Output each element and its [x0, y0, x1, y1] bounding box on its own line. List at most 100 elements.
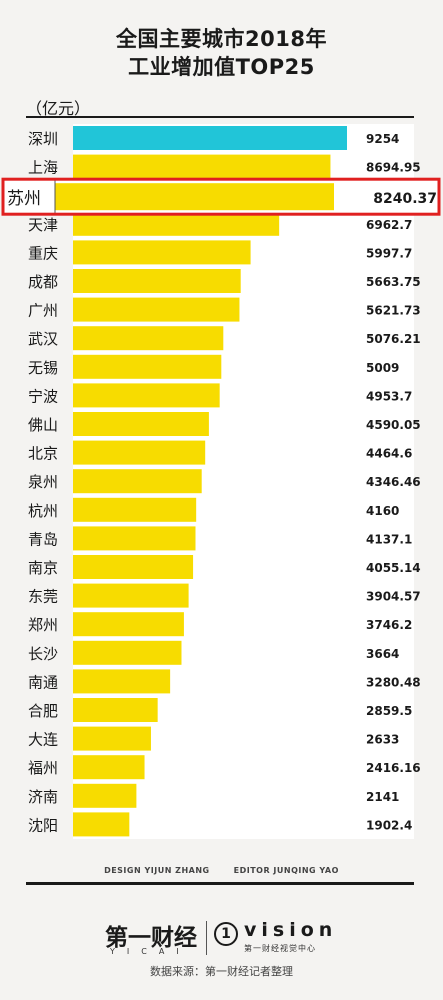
bar: [73, 240, 251, 265]
bar: [73, 154, 331, 179]
bar: [73, 669, 171, 694]
bottom-rule: [26, 882, 414, 885]
value-label: 3280.48: [366, 675, 421, 689]
value-box: [360, 240, 414, 265]
chart-title-line1: 全国主要城市2018年: [116, 27, 327, 51]
category-label: 武汉: [28, 330, 58, 348]
yicai-logo: 第一财经: [105, 925, 197, 951]
category-label: 沈阳: [28, 816, 58, 834]
value-box: [360, 783, 414, 808]
category-label: 无锡: [28, 359, 58, 377]
value-label: 3664: [366, 647, 399, 661]
value-label: 3904.57: [366, 590, 421, 604]
credits: DESIGN YIJUN ZHANG EDITOR JUNQING YAO: [0, 866, 443, 875]
bar: [73, 526, 196, 551]
category-label: 成都: [28, 273, 58, 291]
category-label: 杭州: [28, 502, 58, 520]
value-label: 4590.05: [366, 418, 421, 432]
bar: [73, 698, 158, 722]
value-box: [360, 126, 414, 150]
value-box: [360, 669, 414, 694]
vision-logo-icon: 1: [214, 922, 238, 946]
value-label: 4160: [366, 504, 399, 518]
value-label: 4055.14: [366, 561, 421, 575]
category-label: 合肥: [28, 702, 58, 720]
category-label: 南通: [28, 673, 58, 691]
value-label: 8694.95: [366, 161, 421, 175]
value-label: 5621.73: [366, 304, 421, 318]
bar: [73, 297, 240, 322]
callout-value-label: 8240.37: [373, 191, 437, 207]
category-label: 上海: [28, 159, 58, 177]
value-box: [360, 612, 414, 637]
category-label: 济南: [28, 788, 58, 806]
category-label: 重庆: [28, 244, 58, 262]
bar: [73, 555, 194, 579]
bar: [73, 326, 224, 351]
value-box: [360, 154, 414, 179]
logo-divider: [206, 921, 207, 955]
value-box: [360, 698, 414, 722]
category-label: 东莞: [28, 588, 58, 606]
value-label: 1902.4: [366, 818, 412, 832]
value-box: [360, 640, 414, 665]
bar: [73, 726, 151, 751]
value-label: 4464.6: [366, 447, 412, 461]
bar: [73, 412, 209, 436]
design-credit: DESIGN YIJUN ZHANG: [104, 866, 210, 875]
value-label: 2141: [366, 790, 399, 804]
bar: [73, 383, 220, 408]
bar: [73, 126, 347, 150]
value-box: [360, 297, 414, 322]
category-label: 福州: [28, 759, 58, 777]
value-box: [360, 812, 414, 837]
bar: [73, 640, 182, 665]
value-label: 4346.46: [366, 475, 421, 489]
bar: [73, 755, 145, 780]
value-label: 5663.75: [366, 275, 421, 289]
value-label: 2416.16: [366, 761, 421, 775]
bar: [73, 269, 241, 293]
category-label: 佛山: [28, 416, 58, 434]
footer-logos: 第一财经 YICAI 1 vision 第一财经视觉中心: [0, 918, 443, 958]
value-label: 5009: [366, 361, 399, 375]
category-label: 南京: [28, 559, 58, 577]
value-box: [360, 440, 414, 465]
value-box: [360, 412, 414, 436]
vision-logo-sub: 第一财经视觉中心: [244, 944, 316, 953]
value-box: [360, 583, 414, 608]
bar: [73, 812, 130, 837]
yicai-logo-sub: YICAI: [110, 947, 191, 956]
value-label: 6962.7: [366, 218, 412, 232]
value-label: 3746.2: [366, 618, 412, 632]
value-box: [360, 326, 414, 351]
value-label: 2633: [366, 733, 399, 747]
category-label: 郑州: [28, 616, 58, 634]
value-box: [360, 497, 414, 522]
value-box: [360, 383, 414, 408]
value-label: 2859.5: [366, 704, 412, 718]
bar: [73, 612, 184, 637]
unit-label: （亿元）: [26, 99, 91, 118]
callout-category-label: 苏州: [7, 189, 41, 209]
value-box: [360, 354, 414, 379]
category-label: 泉州: [28, 473, 58, 491]
callout-bar: [55, 183, 334, 211]
value-box: [360, 269, 414, 293]
editor-credit: EDITOR JUNQING YAO: [233, 866, 339, 875]
value-label: 9254: [366, 132, 399, 146]
category-label: 广州: [28, 302, 58, 320]
bar: [73, 583, 189, 608]
value-box: [360, 555, 414, 579]
category-label: 北京: [28, 445, 58, 463]
category-label: 长沙: [28, 645, 58, 663]
bar: [73, 211, 280, 236]
bar: [73, 354, 222, 379]
value-box: [360, 211, 414, 236]
category-label: 宁波: [28, 387, 58, 405]
value-label: 4953.7: [366, 389, 412, 403]
bar: [73, 469, 202, 494]
value-label: 5997.7: [366, 246, 412, 260]
value-box: [360, 526, 414, 551]
